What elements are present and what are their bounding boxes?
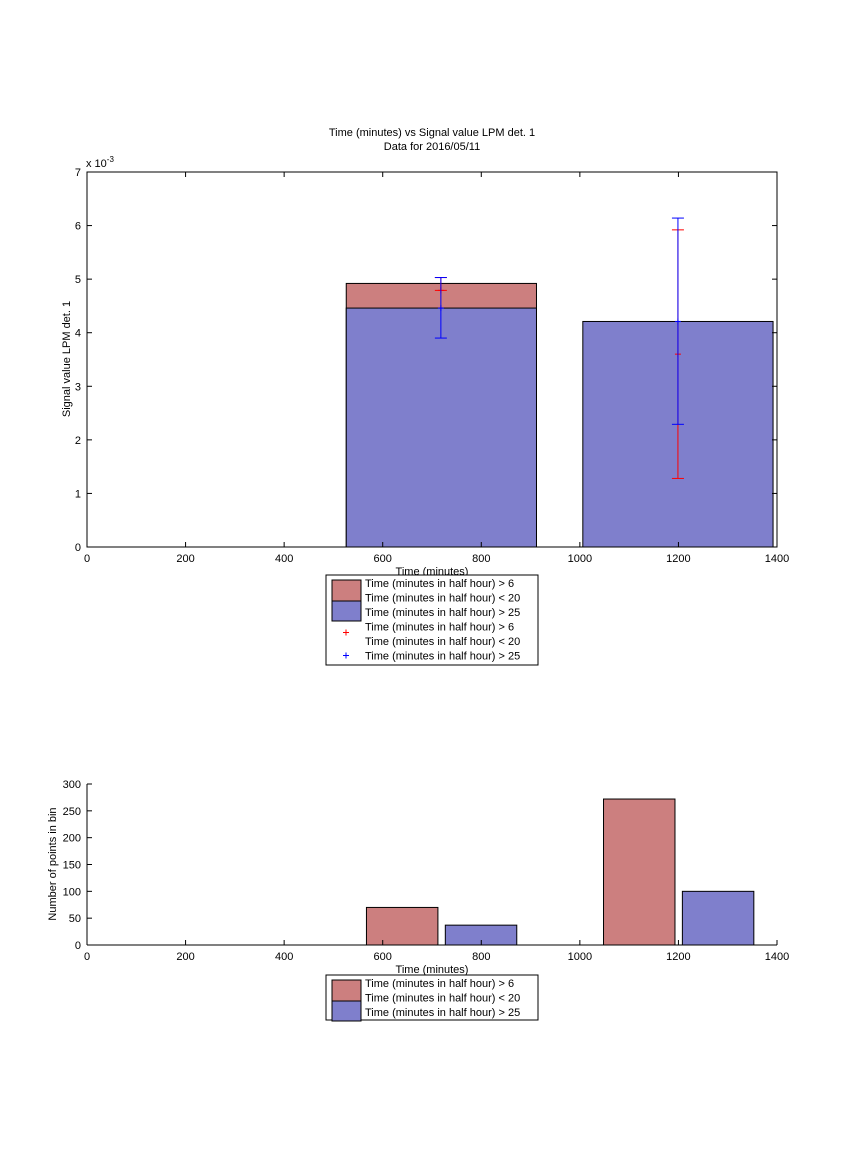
y-tick-label: 150 <box>63 860 81 872</box>
x-tick-label: 600 <box>374 553 392 565</box>
plot-frame <box>86 171 778 548</box>
bar-series1 <box>345 307 537 548</box>
legend-label: Time (minutes in half hour) > 6 <box>365 578 514 590</box>
y-axis-label: Signal value LPM det. 1 <box>61 301 73 417</box>
legend-label: Time (minutes in half hour) > 6 <box>365 622 514 634</box>
bar-series0 <box>603 798 676 946</box>
y-axis: 0 1 2 3 4 5 6 7 <box>75 167 777 554</box>
y-tick-label: 3 <box>75 381 81 393</box>
bar-series0 <box>365 906 439 946</box>
bar-group <box>345 282 774 548</box>
legend-label: Time (minutes in half hour) > 6 <box>365 978 514 990</box>
y-tick-label: 0 <box>75 542 81 554</box>
y-tick-label: 2 <box>75 435 81 447</box>
legend-swatch <box>331 600 362 622</box>
legend: Time (minutes in half hour) > 6 Time (min… <box>325 574 539 666</box>
y-tick-label: 6 <box>75 221 81 233</box>
x-tick-label: 600 <box>374 951 392 963</box>
legend-swatch <box>331 979 362 1002</box>
y-exponent-label: x 10-3 <box>86 155 114 170</box>
x-tick-label: 1000 <box>568 553 592 565</box>
x-tick-label: 400 <box>275 951 293 963</box>
x-tick-label: 200 <box>176 553 194 565</box>
y-tick-label: 1 <box>75 488 81 500</box>
legend-label: Time (minutes in half hour) < 20 <box>365 993 520 1005</box>
y-tick-label: 250 <box>63 806 81 818</box>
x-tick-label: 0 <box>84 553 90 565</box>
y-tick-label: 100 <box>63 886 81 898</box>
x-tick-label: 1200 <box>666 553 690 565</box>
legend-label: Time (minutes in half hour) < 20 <box>365 593 520 605</box>
y-tick-label: 5 <box>75 274 81 286</box>
x-axis-label: Time (minutes) <box>396 964 469 976</box>
x-tick-label: 0 <box>84 951 90 963</box>
bar-group <box>365 798 755 946</box>
legend-label: Time (minutes in half hour) > 25 <box>365 1007 520 1019</box>
x-axis: 0 200 400 600 800 1000 1200 1400 <box>84 940 789 963</box>
y-exponent-base: x 10 <box>86 158 107 170</box>
legend: Time (minutes in half hour) > 6 Time (min… <box>325 974 539 1022</box>
x-tick-label: 800 <box>472 951 490 963</box>
y-axis: 0 50 100 150 200 250 300 <box>63 779 92 952</box>
x-tick-label: 1000 <box>568 951 592 963</box>
legend-label: Time (minutes in half hour) < 20 <box>365 636 520 648</box>
signal-chart: Time (minutes) vs Signal value LPM det. … <box>61 127 789 666</box>
x-tick-label: 1200 <box>666 951 690 963</box>
legend-label: Time (minutes in half hour) > 25 <box>365 607 520 619</box>
y-exponent-power: -3 <box>107 155 115 164</box>
y-axis-label: Number of points in bin <box>47 807 59 920</box>
bar-series1 <box>681 890 755 946</box>
legend-swatch <box>331 1000 362 1022</box>
x-tick-label: 200 <box>176 951 194 963</box>
y-tick-label: 4 <box>75 328 81 340</box>
x-tick-label: 800 <box>472 553 490 565</box>
chart-title: Time (minutes) vs Signal value LPM det. … <box>329 127 535 139</box>
y-tick-label: 200 <box>63 833 81 845</box>
x-tick-label: 1400 <box>765 553 789 565</box>
y-tick-label: 7 <box>75 167 81 179</box>
x-tick-label: 400 <box>275 553 293 565</box>
chart-subtitle: Data for 2016/05/11 <box>384 141 480 153</box>
y-tick-label: 300 <box>63 779 81 791</box>
legend-swatch <box>331 579 362 602</box>
count-chart: 0 200 400 600 800 1000 1200 1400 0 50 100 150 200 25… <box>47 779 789 1022</box>
y-tick-label: 0 <box>75 940 81 952</box>
errorbar-group <box>434 217 684 479</box>
x-axis: 0 200 400 600 800 1000 1200 1400 <box>84 172 789 565</box>
x-tick-label: 1400 <box>765 951 789 963</box>
y-tick-label: 50 <box>69 913 81 925</box>
legend-label: Time (minutes in half hour) > 25 <box>365 651 520 663</box>
